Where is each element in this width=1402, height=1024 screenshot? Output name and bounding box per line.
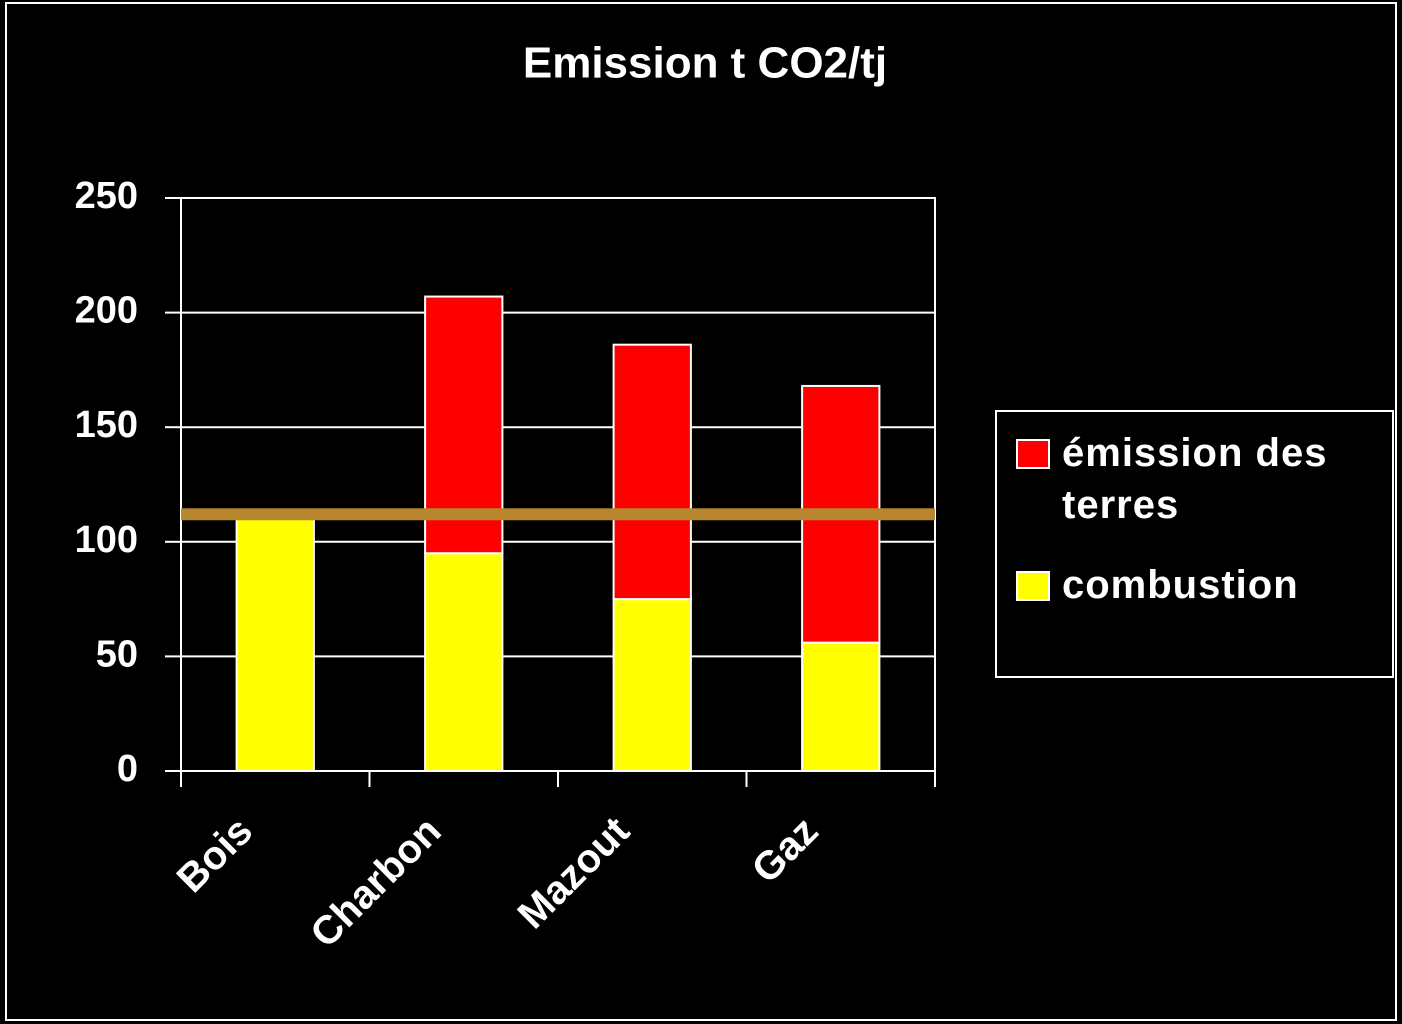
- legend-swatch: [1016, 571, 1050, 601]
- legend-label-box: émission des terres: [1062, 431, 1328, 527]
- legend-label: émission des terres: [1062, 431, 1328, 527]
- chart-title: Emission t CO2/tj: [523, 39, 887, 88]
- legend-swatch: [1016, 439, 1050, 469]
- y-tick-label: 150: [75, 404, 138, 446]
- bar-segment: [235, 517, 315, 772]
- bar-segment: [424, 552, 504, 773]
- y-tick-label: 250: [75, 175, 138, 217]
- y-tick-label: 200: [75, 290, 138, 332]
- bar-segment: [801, 641, 881, 773]
- y-tick-label: 0: [117, 748, 138, 790]
- legend-label: combustion: [1062, 563, 1299, 607]
- bar-segment: [612, 598, 692, 772]
- legend-box: [995, 410, 1394, 678]
- bar-segment: [612, 343, 692, 601]
- y-tick-label: 50: [96, 633, 138, 675]
- legend-label-box: combustion: [1062, 563, 1299, 607]
- y-tick-label: 100: [75, 519, 138, 561]
